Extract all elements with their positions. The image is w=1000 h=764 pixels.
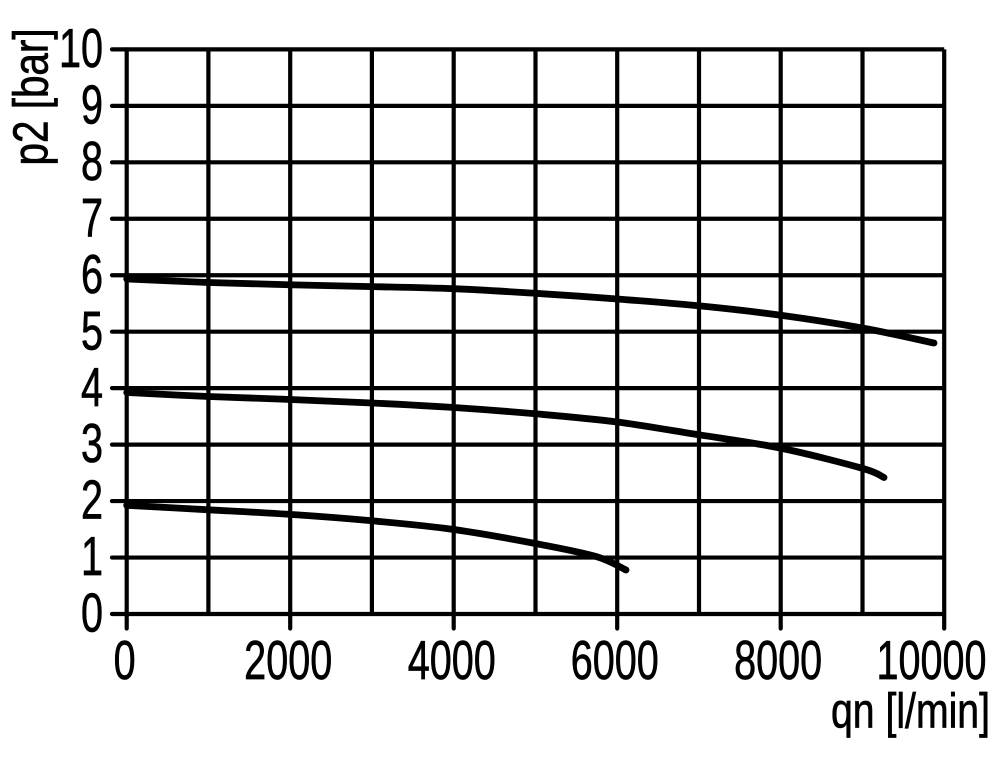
svg-text:6: 6: [81, 245, 103, 306]
svg-text:7: 7: [81, 188, 103, 249]
svg-text:8: 8: [81, 132, 103, 193]
svg-text:p2 [bar]: p2 [bar]: [3, 28, 59, 165]
svg-text:6000: 6000: [571, 631, 659, 692]
svg-text:0: 0: [114, 631, 136, 692]
svg-text:2000: 2000: [244, 631, 332, 692]
svg-text:4: 4: [81, 358, 103, 419]
svg-text:5: 5: [81, 301, 103, 362]
svg-text:9: 9: [81, 75, 103, 136]
svg-text:0: 0: [81, 583, 103, 644]
svg-text:1: 1: [81, 527, 103, 588]
svg-text:10: 10: [59, 19, 103, 80]
svg-text:2: 2: [81, 470, 103, 531]
svg-text:qn [l/min]: qn [l/min]: [831, 684, 990, 738]
svg-text:3: 3: [81, 414, 103, 475]
svg-text:4000: 4000: [408, 631, 496, 692]
svg-text:8000: 8000: [734, 631, 822, 692]
svg-text:10000: 10000: [876, 631, 986, 692]
